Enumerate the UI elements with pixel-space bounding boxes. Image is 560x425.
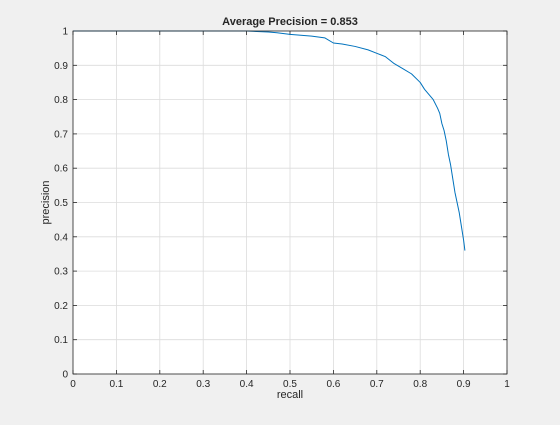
y-tick-label: 0.9	[54, 61, 68, 72]
y-axis-label: precision	[40, 180, 52, 224]
y-tick-label: 0.5	[54, 198, 68, 209]
x-tick-label: 0.8	[413, 379, 427, 390]
x-axis-label: recall	[277, 389, 303, 401]
x-tick-label: 0.2	[153, 379, 167, 390]
axes-box	[72, 30, 508, 375]
y-tick-labels: 0 0.1 0.2 0.3 0.4 0.5 0.6 0.7 0.8 0.9 1	[54, 27, 68, 381]
y-tick-label: 0.3	[54, 267, 68, 278]
y-tick-label: 0.1	[54, 335, 68, 346]
x-tick-label: 0	[70, 379, 76, 390]
y-tick-label: 1	[62, 27, 68, 38]
x-tick-label: 0.9	[457, 379, 471, 390]
x-tick-label: 0.1	[109, 379, 123, 390]
y-tick-label: 0.2	[54, 301, 68, 312]
y-tick-label: 0.7	[54, 129, 68, 140]
y-tick-label: 0.4	[54, 232, 68, 243]
y-tick-label: 0.8	[54, 95, 68, 106]
y-tick-label: 0.6	[54, 164, 68, 175]
x-tick-label: 0.7	[370, 379, 384, 390]
series-layer	[73, 30, 466, 251]
pr-curve-line	[73, 30, 466, 251]
x-tick-label: 0.3	[196, 379, 210, 390]
x-tick-label: 0.4	[240, 379, 254, 390]
x-tick-label: 0.5	[283, 379, 297, 390]
chart-title: Average Precision = 0.853	[222, 16, 358, 28]
x-tick-labels: 0 0.1 0.2 0.3 0.4 0.5 0.6 0.7 0.8 0.9 1	[70, 379, 510, 390]
x-tick-label: 0.6	[326, 379, 340, 390]
y-tick-label: 0	[62, 370, 68, 381]
x-tick-label: 1	[504, 379, 510, 390]
